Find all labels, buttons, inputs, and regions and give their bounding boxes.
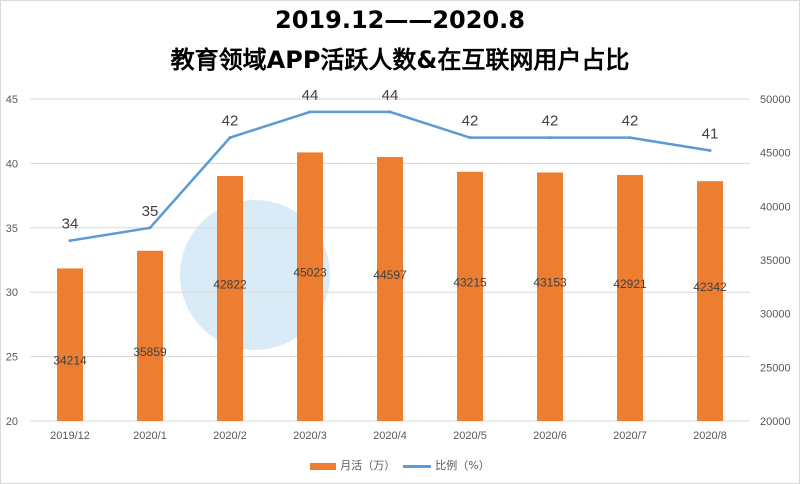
line-point [228,136,232,140]
line-point [388,110,392,114]
bar [377,156,403,422]
right-axis-tick: 35000 [760,255,791,267]
left-axis-tick: 20 [6,416,18,428]
right-axis-tick: 45000 [760,148,791,160]
bar [537,172,563,421]
line-data-label: 42 [622,113,639,130]
bar-data-label: 42921 [613,277,647,291]
line-point [548,136,552,140]
line-data-label: 34 [62,216,79,233]
right-axis-tick: 25000 [760,362,791,374]
legend-line-label: 比例（%） [435,459,490,472]
bar [57,268,83,421]
line-data-label: 35 [142,203,159,220]
left-axis-tick: 25 [6,352,18,364]
bar-data-label: 42342 [693,280,727,294]
x-axis-tick: 2020/2 [213,430,247,442]
line-data-label: 42 [542,113,559,130]
x-axis-tick: 2020/8 [693,430,727,442]
bar [457,171,483,421]
right-axis-tick: 50000 [760,94,791,106]
bar [617,174,643,421]
legend-item-bar: 月活（万） [310,457,395,473]
line-point [308,110,312,114]
line-data-label: 44 [302,87,319,104]
bar-data-label: 43215 [453,275,487,289]
x-axis-tick: 2020/5 [453,430,487,442]
bar [137,250,163,421]
legend-bar-label: 月活（万） [340,459,396,472]
x-axis-tick: 2020/3 [293,430,327,442]
bar [297,152,323,421]
x-axis-tick: 2020/4 [373,430,407,442]
line-data-label: 42 [462,113,479,130]
bar [697,181,723,421]
right-axis-tick: 30000 [760,309,791,321]
chart-title-line2: 教育领域APP活跃人数&在互联网用户占比 [170,46,630,74]
line-point [628,136,632,140]
left-axis-tick: 45 [6,94,18,106]
left-axis-tick: 40 [6,158,18,170]
x-axis-tick: 2019/12 [50,430,90,442]
line-data-label: 41 [702,126,719,143]
chart-title-line1: 2019.12——2020.8 [275,6,525,34]
bar-data-label: 43153 [533,276,567,290]
legend: 月活（万） 比例（%） [0,457,800,473]
right-axis-tick: 40000 [760,201,791,213]
x-axis-tick: 2020/7 [613,430,647,442]
line-data-label: 42 [222,113,239,130]
line-point [468,136,472,140]
bar-data-label: 35859 [133,345,167,359]
x-axis-tick: 2020/1 [133,430,167,442]
left-axis-tick: 35 [6,223,18,235]
bar [217,176,243,421]
line-point [148,226,152,230]
legend-line-swatch [403,464,432,468]
left-axis-tick: 30 [6,287,18,299]
bar-data-label: 42822 [213,278,247,292]
legend-item-line: 比例（%） [403,457,490,473]
line-point [708,149,712,153]
line-data-label: 44 [382,87,399,104]
bar-data-label: 45023 [293,266,327,280]
bar-data-label: 34214 [53,354,87,368]
line-point [68,239,72,243]
right-axis-tick: 20000 [760,416,791,428]
bar-data-label: 44597 [373,268,407,282]
x-axis-tick: 2020/6 [533,430,567,442]
legend-bar-swatch [310,462,337,470]
